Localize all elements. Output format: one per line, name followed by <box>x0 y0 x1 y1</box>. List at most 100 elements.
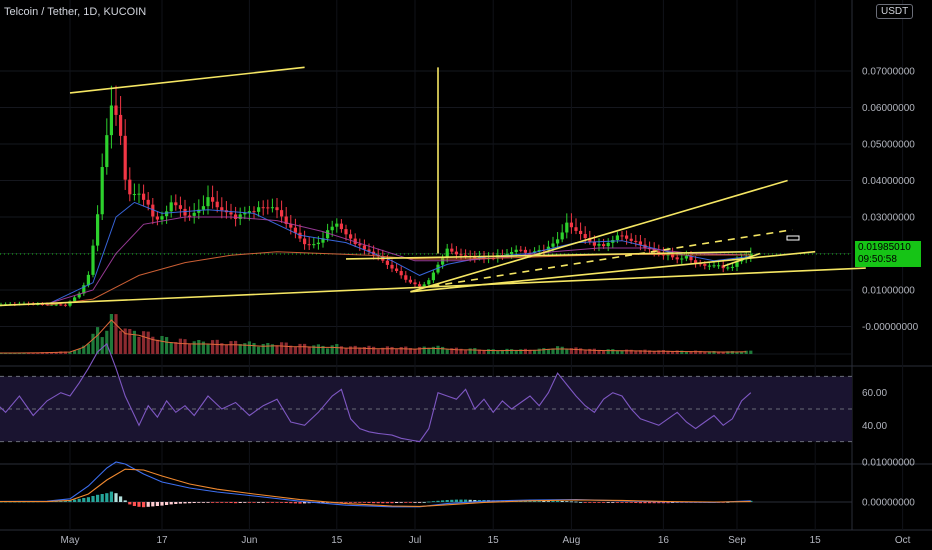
volume-bar <box>634 351 638 354</box>
macd-histogram-bar <box>625 502 629 503</box>
macd-histogram-bar <box>270 502 274 503</box>
macd-histogram-bar <box>643 502 647 504</box>
volume-bar <box>473 348 477 354</box>
volume-bar <box>160 335 164 354</box>
volume-bar <box>197 340 201 354</box>
macd-histogram-bar <box>257 502 261 503</box>
candle-body <box>293 227 297 233</box>
volume-bar <box>252 343 256 354</box>
volume-bar <box>730 351 734 354</box>
macd-histogram-bar <box>638 502 642 504</box>
candle-body <box>606 242 610 247</box>
volume-bar <box>321 345 325 354</box>
volume-bar <box>684 351 688 354</box>
macd-histogram-bar <box>183 502 187 504</box>
volume-bar <box>712 351 716 354</box>
candle-body <box>625 235 629 239</box>
macd-histogram-bar <box>261 502 265 503</box>
macd-histogram-bar <box>243 502 247 503</box>
trendline <box>345 250 751 260</box>
volume-bar <box>717 351 721 354</box>
volume-bar <box>0 353 3 354</box>
volume-bar <box>454 347 458 354</box>
volume-bar <box>36 352 40 354</box>
rsi-tick-label: 40.00 <box>862 421 887 432</box>
drawing-marker <box>786 235 800 241</box>
macd-histogram-bar <box>91 496 95 502</box>
currency-selector[interactable]: USDT <box>876 4 914 19</box>
candle-body <box>215 201 219 208</box>
candle-body <box>303 238 307 245</box>
macd-histogram-bar <box>560 501 564 502</box>
volume-bar <box>243 343 247 354</box>
candle-body <box>473 257 477 259</box>
macd-histogram-bar <box>96 494 100 502</box>
macd-histogram-bar <box>367 502 371 503</box>
macd-histogram-bar <box>353 502 357 503</box>
candle-body <box>730 266 734 268</box>
volume-bar <box>77 349 81 354</box>
volume-bar <box>178 338 182 354</box>
volume-bar <box>533 350 537 354</box>
volume-bar <box>31 352 35 354</box>
volume-bar <box>431 346 435 354</box>
volume-bar <box>735 351 739 354</box>
candle-body <box>749 254 753 258</box>
candle-body <box>638 241 642 245</box>
macd-histogram-bar <box>234 502 238 504</box>
volume-bar <box>284 342 288 354</box>
candle-body <box>588 238 592 242</box>
macd-histogram-bar <box>450 499 454 502</box>
macd-histogram-bar <box>252 502 256 503</box>
macd-pane <box>0 461 753 508</box>
volume-bar <box>105 330 109 354</box>
volume-bar <box>427 347 431 354</box>
time-tick-label: Jun <box>241 535 257 546</box>
volume-bar <box>234 340 238 354</box>
candle-body <box>40 303 44 305</box>
macd-histogram-bar <box>533 500 537 502</box>
volume-bar <box>450 348 454 354</box>
time-tick-label: Sep <box>728 535 746 546</box>
volume-bar <box>749 350 753 354</box>
macd-histogram-bar <box>749 500 753 502</box>
volume-bar <box>303 343 307 354</box>
candle-body <box>243 212 247 215</box>
macd-histogram-bar <box>220 502 224 503</box>
volume-bar <box>694 350 698 354</box>
trendline <box>410 179 788 293</box>
volume-bar <box>50 352 54 354</box>
candle-body <box>77 293 81 298</box>
volume-bar <box>652 351 656 354</box>
volume-bar <box>404 346 408 354</box>
candle-body <box>362 245 366 250</box>
candle-body <box>620 235 624 237</box>
candle-body <box>234 214 238 219</box>
moving-average-line <box>46 201 751 306</box>
volume-bar <box>583 350 587 354</box>
macd-histogram-bar <box>473 500 477 502</box>
candle-body <box>86 274 90 286</box>
candle-body <box>464 255 468 257</box>
candle-body <box>422 284 426 287</box>
volume-bar <box>215 339 219 354</box>
volume-bar <box>395 349 399 354</box>
volume-bar <box>349 346 353 354</box>
candle-body <box>91 245 95 275</box>
volume-pane <box>0 314 753 354</box>
macd-histogram-bar <box>109 491 113 502</box>
candle-body <box>427 280 431 285</box>
candle-body <box>514 249 518 253</box>
candle-body <box>165 211 169 217</box>
volume-bar <box>165 337 169 354</box>
time-tick-label: 16 <box>658 535 670 546</box>
candle-body <box>349 234 353 239</box>
volume-bar <box>491 349 495 354</box>
volume-bar <box>293 346 297 354</box>
macd-histogram-bar <box>280 502 284 503</box>
time-tick-label: May <box>61 535 80 546</box>
candle-body <box>169 202 173 212</box>
macd-histogram-bar <box>661 502 665 504</box>
macd-histogram-bar <box>606 502 610 503</box>
